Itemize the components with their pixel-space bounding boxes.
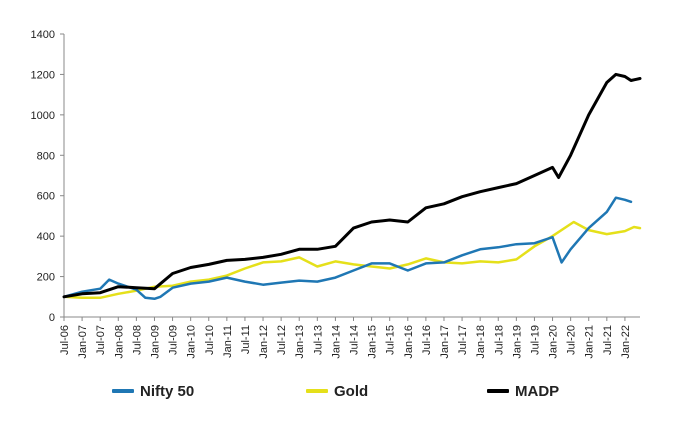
x-tick-label: Jan-12 — [258, 325, 270, 359]
legend: Nifty 50 Gold MADP — [0, 378, 678, 404]
legend-swatch-madp — [487, 389, 509, 393]
x-tick-label: Jan-15 — [367, 325, 379, 359]
x-tick-label: Jul-08 — [131, 325, 143, 355]
x-axis: Jul-06 Jan-07 Jul-07 Jan-08 Jul-08 Jan-09 Jul-… — [59, 316, 640, 359]
y-tick-label: 0 — [49, 312, 55, 324]
x-tick-label: Jul-06 — [59, 325, 71, 355]
x-tick-label: Jan-08 — [113, 325, 125, 359]
legend-item-gold: Gold — [306, 378, 368, 404]
y-tick-label: 400 — [37, 231, 55, 243]
x-tick-label: Jan-14 — [330, 325, 342, 359]
x-tick-label: Jul-11 — [240, 325, 252, 354]
x-tick-label: Jan-20 — [548, 325, 560, 359]
x-tick-label: Jan-22 — [620, 325, 632, 359]
y-tick-label: 1200 — [31, 69, 55, 81]
x-tick-label: Jan-13 — [294, 325, 306, 359]
x-tick-label: Jan-21 — [584, 325, 596, 359]
x-tick-label: Jul-20 — [566, 325, 578, 355]
y-tick-label: 800 — [37, 150, 55, 162]
x-tick-label: Jan-10 — [186, 325, 198, 359]
series-line-madp — [62, 72, 642, 299]
legend-label-madp: MADP — [515, 382, 560, 400]
x-tick-label: Jul-15 — [385, 325, 397, 355]
x-tick-label: Jul-14 — [349, 325, 361, 355]
series-line-gold — [62, 220, 642, 300]
x-tick-label: Jan-11 — [222, 325, 234, 358]
legend-swatch-gold — [306, 389, 328, 393]
x-tick-label: Jul-09 — [168, 325, 180, 355]
x-tick-label: Jul-10 — [204, 325, 216, 355]
x-tick-label: Jul-17 — [457, 325, 469, 355]
x-tick-label: Jul-19 — [529, 325, 541, 355]
y-tick-label: 600 — [37, 191, 55, 203]
legend-label-nifty-50: Nifty 50 — [140, 382, 195, 400]
x-tick-label: Jan-09 — [149, 325, 161, 359]
x-tick-label: Jul-18 — [493, 325, 505, 355]
y-tick-label: 1000 — [31, 110, 55, 122]
x-tick-label: Jul-12 — [276, 325, 288, 355]
y-tick-label: 200 — [37, 272, 55, 284]
x-tick-label: Jul-21 — [602, 325, 614, 355]
legend-label-gold: Gold — [334, 382, 369, 400]
legend-swatch-nifty-50 — [112, 389, 134, 393]
series-lines — [62, 72, 642, 301]
y-tick-label: 1400 — [31, 29, 55, 41]
x-tick-label: Jul-13 — [312, 325, 324, 355]
x-tick-label: Jan-19 — [511, 325, 523, 359]
x-tick-label: Jan-18 — [475, 325, 487, 359]
x-tick-label: Jul-16 — [421, 325, 433, 355]
legend-item-nifty-50: Nifty 50 — [112, 378, 194, 404]
x-tick-label: Jul-07 — [95, 325, 107, 355]
legend-item-madp: MADP — [487, 378, 559, 404]
series-line-nifty-50 — [62, 196, 633, 301]
y-axis: 0 200 400 600 800 1000 1200 1400 — [31, 29, 65, 324]
x-tick-label: Jan-17 — [439, 325, 451, 359]
x-tick-label: Jan-16 — [403, 325, 415, 359]
x-tick-label: Jan-07 — [77, 325, 89, 359]
